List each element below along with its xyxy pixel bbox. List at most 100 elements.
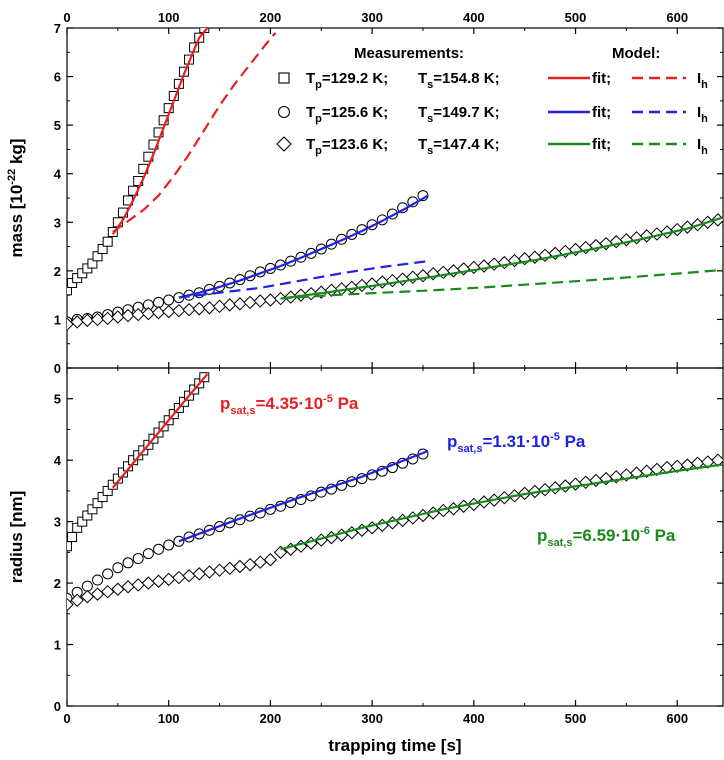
fit-line [111, 28, 209, 236]
ih-model-line [112, 32, 277, 233]
bottom-y-axis-title: radius [nm] [7, 491, 26, 584]
x-tick-label: 500 [565, 711, 587, 726]
diamond-marker [324, 283, 339, 297]
square-marker [102, 236, 113, 247]
y-tick-label: 2 [54, 576, 61, 591]
diamond-marker [80, 313, 95, 328]
circle-marker [173, 535, 185, 547]
diamond-marker [690, 456, 705, 470]
diamond-marker [223, 298, 237, 312]
diamond-marker [90, 587, 105, 601]
top-x-tick-label: 200 [260, 10, 282, 25]
legend-header-measurements: Measurements: [354, 45, 464, 62]
circle-marker [122, 557, 134, 569]
legend-square-marker [278, 72, 290, 84]
diamond-marker [375, 275, 389, 289]
diamond-marker [161, 572, 176, 587]
y-tick-label: 2 [54, 264, 61, 279]
diamond-marker [151, 574, 166, 588]
legend-circle-marker [277, 105, 291, 119]
top-y-axis-title: mass [10-22 kg] [6, 139, 26, 258]
top-panel-ticks: 0 100 200 300 400 500 600 0 1 2 3 4 5 6 7 [54, 10, 723, 376]
legend-ts-label: Ts=147.4 K; [418, 136, 500, 157]
diamond-marker [182, 303, 196, 317]
legend-ts-label: Ts=149.7 K; [418, 104, 500, 125]
x-tick-label: 600 [666, 711, 688, 726]
diamond-marker [111, 582, 125, 596]
circle-marker [163, 294, 175, 306]
diamond-marker [182, 569, 196, 583]
diamond-marker [192, 302, 206, 316]
square-marker [87, 504, 98, 515]
x-tick-label: 400 [463, 711, 485, 726]
ih-model-line [178, 260, 429, 299]
diamond-marker [233, 559, 247, 574]
circle-marker [132, 553, 144, 565]
fit-line [178, 194, 429, 299]
plot-area [67, 372, 723, 612]
diamond-marker [100, 584, 115, 599]
fit-line [280, 216, 723, 300]
circle-marker [92, 574, 104, 586]
diamond-marker [172, 570, 186, 585]
legend-ih-label: Ih [697, 104, 708, 125]
diamond-marker [243, 295, 257, 310]
top-panel-series [67, 28, 723, 331]
diamond-marker [568, 477, 583, 491]
square-marker [82, 510, 93, 521]
square-marker [97, 244, 108, 254]
square-marker [72, 522, 83, 533]
y-tick-label: 0 [54, 699, 61, 714]
circle-marker [163, 539, 175, 551]
x-tick-label: 0 [63, 711, 70, 726]
diamond-marker [273, 291, 288, 306]
diamond-marker [395, 272, 410, 286]
legend-tp-label: Tp=125.6 K; [306, 104, 388, 125]
top-x-tick-label: 0 [63, 10, 70, 25]
x-axis-title: trapping time [s] [328, 736, 461, 755]
saturation-pressure-annotation: psat,s=1.31·10-5 Pa [447, 431, 586, 455]
y-tick-label: 5 [54, 392, 61, 407]
x-tick-label: 100 [158, 711, 180, 726]
fit-line [280, 463, 723, 551]
square-marker [92, 251, 103, 262]
top-x-tick-label: 300 [361, 10, 383, 25]
square-marker [97, 492, 108, 503]
diamond-marker [202, 565, 217, 579]
square-marker [67, 532, 78, 542]
y-tick-label: 1 [54, 312, 61, 327]
square-marker [92, 498, 103, 509]
diamond-marker [253, 294, 267, 308]
circle-marker [142, 548, 154, 560]
legend-rows: Tp=129.2 K; Ts=154.8 K; fit; Ih Tp=125.6 K; T… [276, 70, 708, 157]
y-tick-label: 3 [54, 515, 61, 530]
diamond-marker [70, 593, 84, 608]
diamond-marker [263, 293, 278, 307]
diamond-marker [67, 597, 74, 612]
square-marker [67, 285, 72, 296]
diamond-marker [192, 567, 206, 581]
diamond-marker [141, 576, 156, 590]
diamond-marker [111, 310, 125, 324]
diamond-marker [121, 580, 135, 594]
diamond-marker [558, 479, 573, 493]
diamond-marker [223, 561, 237, 576]
y-tick-label: 3 [54, 215, 61, 230]
diamond-marker [161, 304, 176, 319]
circle-marker [112, 562, 124, 574]
diamond-marker [90, 312, 105, 327]
y-tick-label: 5 [54, 118, 61, 133]
diamond-marker [670, 459, 684, 474]
legend-ts-label: Ts=154.8 K; [418, 70, 500, 91]
top-x-tick-label: 400 [463, 10, 485, 25]
top-x-tick-label: 500 [565, 10, 587, 25]
diamond-marker [141, 306, 156, 321]
diamond-marker [131, 578, 145, 592]
diamond-marker [212, 563, 227, 577]
legend-header-model: Model: [612, 45, 660, 62]
fit-line [111, 373, 209, 489]
circle-marker [102, 568, 114, 580]
y-tick-label: 0 [54, 361, 61, 376]
square-marker [77, 516, 88, 527]
square-marker [87, 258, 98, 269]
